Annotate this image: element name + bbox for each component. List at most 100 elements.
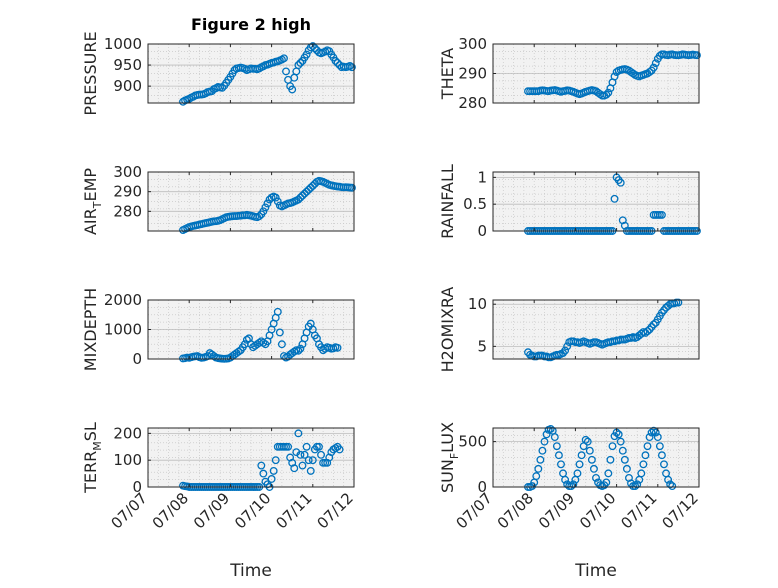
data-point: [645, 68, 654, 76]
axes-frame: [147, 43, 355, 104]
y-tick-label: 290: [113, 183, 142, 201]
data-point: [664, 475, 673, 484]
data-point: [347, 183, 356, 192]
data-point: [308, 456, 317, 465]
subplot-h2omixra: 5 10 H2OMIXRA: [438, 287, 700, 372]
data-point: [302, 187, 311, 196]
y-axis-label: MIXDEPTH: [81, 288, 100, 371]
data-point: [649, 320, 658, 329]
data-point: [306, 466, 315, 475]
data-point: [577, 451, 586, 460]
data-point: [561, 475, 570, 484]
x-tick-label: 07/12: [659, 489, 702, 532]
series-sun_flux: [524, 424, 677, 491]
data-point: [302, 50, 311, 59]
x-tick-label: 07/12: [314, 489, 357, 532]
data-point: [288, 85, 297, 94]
data-point: [540, 437, 549, 446]
data-point: [563, 342, 572, 351]
data-point: [304, 185, 313, 194]
y-axis-label: RAINFALL: [438, 164, 457, 239]
y-axis-label: THETA: [438, 48, 457, 100]
data-point: [534, 464, 543, 473]
data-point: [637, 469, 646, 478]
axes-frame: [147, 427, 355, 488]
y-axis-label: PRESSURE: [81, 31, 100, 115]
data-point: [273, 307, 282, 316]
data-point: [633, 480, 642, 489]
data-point: [308, 181, 317, 190]
data-point: [629, 69, 638, 78]
data-point: [263, 199, 272, 208]
data-point: [550, 433, 559, 442]
y-tick-label: 1: [477, 168, 487, 186]
data-point: [331, 56, 340, 65]
data-point: [259, 469, 268, 478]
series-h2omixra: [524, 298, 683, 362]
y-tick-label: 0: [477, 222, 487, 240]
data-point: [259, 207, 268, 216]
figure-title: Figure 2 high: [191, 15, 311, 34]
data-point: [304, 456, 313, 465]
data-point: [298, 191, 307, 200]
data-point: [282, 67, 290, 76]
data-point: [542, 430, 551, 439]
data-point: [616, 437, 625, 446]
data-point: [296, 59, 305, 67]
data-point: [660, 460, 668, 469]
y-tick-label: 280: [113, 202, 142, 220]
y-tick-label: 0: [477, 478, 487, 496]
data-point: [294, 61, 303, 70]
data-point: [602, 478, 611, 487]
data-point: [275, 328, 284, 337]
data-point: [271, 456, 280, 465]
y-axis-label: AIRTEMP: [81, 168, 104, 235]
data-point: [538, 446, 547, 455]
data-point: [653, 433, 662, 442]
x-tick-label: 07/09: [190, 489, 233, 532]
data-point: [647, 428, 656, 437]
data-point: [604, 469, 613, 478]
data-point: [618, 446, 627, 455]
data-point: [651, 428, 660, 437]
data-point: [271, 193, 280, 202]
data-point: [277, 340, 286, 349]
data-point: [306, 183, 315, 192]
y-tick-label: 280: [458, 94, 487, 112]
axes-frame: [492, 427, 700, 488]
series-theta: [524, 50, 701, 100]
data-point: [616, 178, 625, 187]
x-tick-label: 07/09: [535, 489, 578, 532]
y-tick-label: 1000: [104, 35, 142, 53]
y-tick-label: 300: [458, 35, 487, 53]
y-axis-label: TERRMSL: [81, 422, 104, 494]
data-point: [655, 442, 664, 451]
data-point: [290, 347, 299, 356]
y-tick-label: 100: [113, 451, 142, 469]
x-tick-label: 07/11: [272, 489, 315, 532]
x-tick-label: 07/08: [149, 489, 192, 532]
x-tick-label: 07/07: [453, 489, 496, 532]
data-point: [575, 460, 584, 469]
data-point: [280, 54, 288, 63]
subplot-sun_flux: 0 500SUNFLUX07/0707/0807/0907/1007/1107/1…: [438, 422, 702, 581]
data-point: [310, 44, 319, 53]
data-point: [290, 464, 299, 473]
x-tick-label: 07/10: [231, 489, 274, 532]
subplot-terr_msl: 0 100 200 TERRMSL07/0707/0807/0907/1007/110…: [81, 422, 357, 581]
data-point: [641, 451, 650, 460]
data-point: [218, 83, 227, 92]
data-point: [284, 442, 293, 451]
data-point: [608, 442, 617, 451]
data-point: [651, 59, 660, 68]
data-point: [554, 451, 563, 460]
data-point: [317, 450, 325, 459]
data-point: [657, 210, 666, 219]
data-point: [583, 437, 592, 446]
data-point: [657, 451, 666, 460]
axes-frame: [147, 171, 355, 232]
data-point: [298, 461, 307, 470]
data-point: [267, 475, 276, 483]
